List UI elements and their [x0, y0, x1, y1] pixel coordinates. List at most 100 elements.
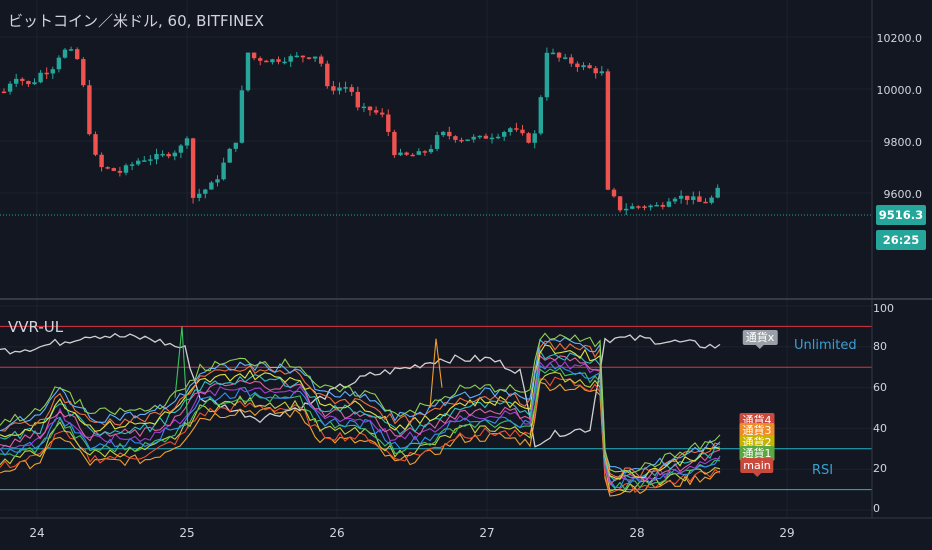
candle-body[interactable] — [575, 63, 580, 68]
candle-body[interactable] — [87, 85, 92, 135]
candle-body[interactable] — [447, 131, 452, 137]
candle-body[interactable] — [636, 206, 641, 208]
candle-body[interactable] — [380, 112, 385, 115]
candle-body[interactable] — [666, 201, 672, 207]
candle-body[interactable] — [416, 151, 421, 155]
candle-body[interactable] — [386, 114, 391, 132]
candle-body[interactable] — [599, 71, 604, 74]
candle-body[interactable] — [428, 148, 434, 153]
candle-body[interactable] — [605, 71, 611, 190]
candle-body[interactable] — [264, 60, 269, 63]
candle-body[interactable] — [172, 152, 177, 157]
candle-body[interactable] — [483, 135, 489, 139]
candle-body[interactable] — [392, 131, 397, 156]
candle-body[interactable] — [209, 182, 214, 190]
candle-body[interactable] — [642, 206, 647, 208]
candle-body[interactable] — [276, 59, 281, 62]
indicator-title[interactable]: VVR-UL — [8, 318, 64, 336]
candle-body[interactable] — [404, 152, 409, 155]
candle-body[interactable] — [160, 153, 165, 156]
candle-body[interactable] — [495, 136, 501, 139]
candle-body[interactable] — [709, 197, 714, 203]
candle-body[interactable] — [526, 133, 531, 143]
candle-body[interactable] — [227, 148, 232, 163]
candle-body[interactable] — [331, 86, 336, 91]
candle-body[interactable] — [434, 135, 440, 149]
candle-body[interactable] — [550, 52, 556, 55]
indicator-series[interactable] — [0, 326, 721, 497]
candle-body[interactable] — [105, 167, 110, 169]
candle-body[interactable] — [56, 57, 62, 70]
candle-body[interactable] — [282, 61, 287, 64]
candle-body[interactable] — [178, 145, 184, 153]
candle-body[interactable] — [129, 164, 135, 166]
candle-body[interactable] — [654, 204, 659, 207]
candle-body[interactable] — [300, 55, 306, 58]
candle-body[interactable] — [660, 204, 665, 207]
candle-body[interactable] — [508, 128, 513, 133]
candle-body[interactable] — [245, 52, 251, 91]
candle-body[interactable] — [142, 160, 147, 162]
candle-body[interactable] — [556, 52, 562, 58]
candle-body[interactable] — [166, 153, 171, 157]
candle-body[interactable] — [343, 87, 348, 89]
candle-body[interactable] — [32, 82, 37, 85]
candlestick-series[interactable] — [1, 46, 720, 215]
candle-body[interactable] — [215, 179, 220, 183]
candle-body[interactable] — [270, 59, 275, 63]
candle-body[interactable] — [459, 139, 464, 142]
candle-body[interactable] — [184, 138, 190, 146]
candle-body[interactable] — [99, 154, 104, 168]
candle-body[interactable] — [367, 106, 373, 111]
candle-body[interactable] — [93, 134, 98, 155]
symbol-title[interactable]: ビットコイン／米ドル, 60, BITFINEX — [8, 12, 265, 30]
candle-body[interactable] — [312, 56, 318, 59]
candle-body[interactable] — [593, 68, 598, 74]
candle-body[interactable] — [373, 110, 379, 113]
candle-body[interactable] — [502, 132, 507, 137]
candle-body[interactable] — [111, 168, 116, 171]
candle-body[interactable] — [306, 57, 312, 59]
candle-body[interactable] — [465, 139, 470, 142]
candle-body[interactable] — [361, 106, 367, 109]
candle-body[interactable] — [611, 189, 617, 197]
candle-body[interactable] — [691, 196, 696, 200]
candle-body[interactable] — [398, 152, 403, 156]
candle-body[interactable] — [624, 208, 629, 211]
candle-body[interactable] — [258, 58, 263, 61]
candle-body[interactable] — [544, 52, 550, 98]
candle-body[interactable] — [410, 154, 415, 157]
candle-body[interactable] — [337, 87, 342, 91]
candle-body[interactable] — [325, 63, 330, 87]
candle-body[interactable] — [697, 196, 702, 202]
candle-body[interactable] — [123, 165, 129, 173]
candle-body[interactable] — [75, 49, 80, 60]
candle-body[interactable] — [294, 55, 299, 58]
candle-body[interactable] — [154, 154, 159, 160]
candle-body[interactable] — [1, 91, 7, 94]
candle-body[interactable] — [453, 136, 458, 140]
candle-body[interactable] — [148, 159, 153, 161]
candle-body[interactable] — [630, 206, 635, 209]
candle-body[interactable] — [569, 57, 574, 64]
candle-body[interactable] — [685, 195, 690, 200]
candle-body[interactable] — [239, 90, 245, 143]
candle-body[interactable] — [678, 195, 684, 199]
candle-body[interactable] — [203, 189, 208, 194]
candle-body[interactable] — [587, 65, 592, 69]
candle-body[interactable] — [117, 170, 123, 173]
candle-body[interactable] — [319, 56, 324, 64]
candle-body[interactable] — [44, 72, 49, 75]
candle-body[interactable] — [477, 135, 482, 138]
candle-body[interactable] — [68, 49, 74, 51]
candle-body[interactable] — [14, 78, 19, 84]
candle-body[interactable] — [532, 133, 537, 143]
candle-body[interactable] — [715, 187, 720, 198]
candle-body[interactable] — [251, 52, 257, 59]
candle-body[interactable] — [703, 201, 708, 204]
candle-body[interactable] — [514, 128, 519, 130]
candle-body[interactable] — [422, 151, 428, 153]
candle-body[interactable] — [7, 83, 13, 92]
candle-body[interactable] — [563, 57, 568, 59]
